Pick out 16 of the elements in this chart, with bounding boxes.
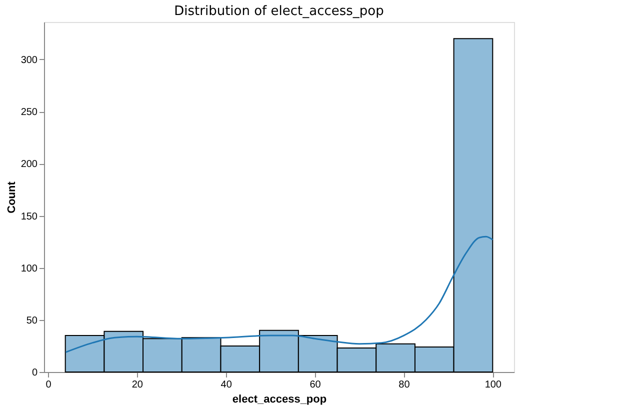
y-axis-title: Count	[6, 181, 18, 214]
x-tick-label: 0	[46, 380, 52, 390]
chart-title: Distribution of elect_access_pop	[174, 4, 384, 19]
y-tick-label: 100	[20, 263, 38, 274]
y-tick-label: 200	[20, 159, 38, 170]
y-tick-label: 250	[20, 107, 38, 118]
x-tick-label: 40	[220, 380, 232, 390]
y-tick-label: 50	[26, 315, 38, 326]
x-axis-title: elect_access_pop	[232, 394, 327, 406]
y-tick-label: 0	[32, 368, 38, 378]
y-tick-label: 300	[20, 55, 38, 66]
x-tick-label: 80	[398, 380, 410, 390]
x-tick-label: 100	[484, 380, 502, 390]
x-tick-label: 60	[310, 380, 322, 390]
x-tick-label: 20	[132, 380, 144, 390]
y-tick-label: 150	[20, 211, 38, 222]
